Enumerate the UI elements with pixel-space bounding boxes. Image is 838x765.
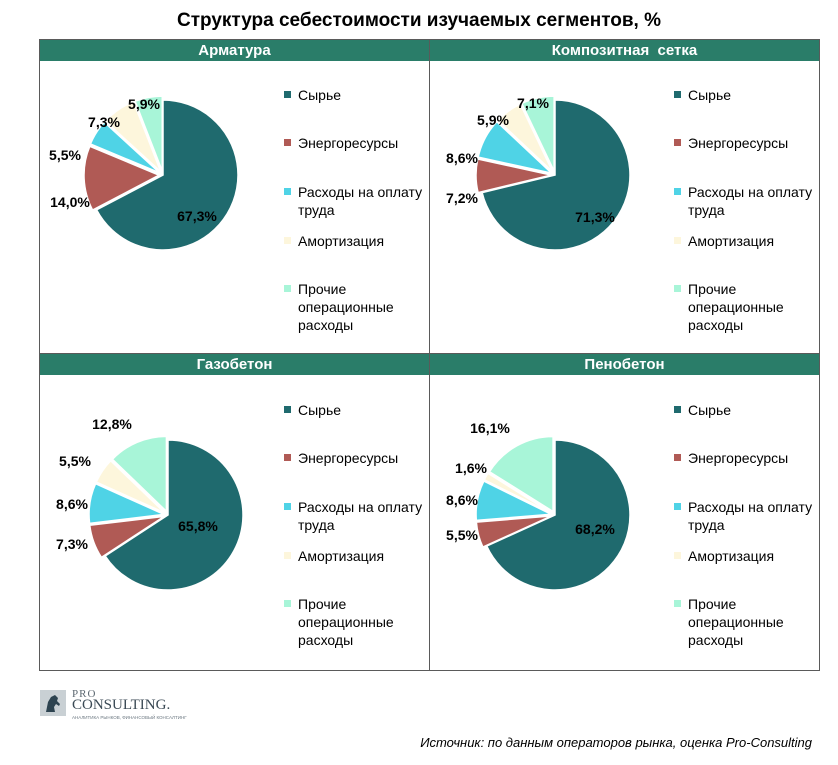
pie-2-slice-1 — [481, 99, 631, 251]
pie-1-slice-5 — [134, 95, 164, 172]
legend-swatch — [284, 91, 291, 98]
logo-tagline: АНАЛИТИКА РЫНКОВ, ФИНАНСОВЫЙ КОНСАЛТИНГ — [72, 715, 187, 720]
pie-2-label-5: 7,1% — [517, 95, 549, 111]
legend-label: Энергоресурсы — [688, 450, 789, 466]
pie-4-label-4: 1,6% — [455, 460, 487, 476]
pie-3 — [88, 435, 244, 591]
pie-4-slice-1 — [485, 439, 631, 591]
legend-swatch — [284, 406, 291, 413]
legend-swatch — [674, 454, 681, 461]
legend-label: Энергоресурсы — [298, 450, 399, 466]
pie-3-label-5: 12,8% — [92, 416, 132, 432]
pie-4-slice-3 — [475, 480, 554, 522]
pie-2-label-3: 8,6% — [446, 150, 478, 166]
source-note: Источник: по данным операторов рынка, оц… — [420, 735, 812, 750]
legend-label: Прочие операционные расходы — [298, 596, 394, 648]
legend-label: Амортизация — [688, 548, 775, 564]
legend-swatch — [284, 600, 291, 607]
grid-divider-horizontal — [39, 353, 820, 354]
legend-label: Энергоресурсы — [298, 135, 399, 151]
pie-2-slice-5 — [520, 95, 555, 172]
pie-4-label-3: 8,6% — [446, 492, 478, 508]
legend-label: Прочие операционные расходы — [688, 596, 784, 648]
legend-label: Расходы на оплату труда — [298, 184, 423, 218]
legend-swatch — [674, 285, 681, 292]
pie-1-label-3: 5,5% — [49, 147, 81, 163]
legend-label: Расходы на оплату труда — [688, 184, 813, 218]
legend-swatch — [284, 503, 291, 510]
legend-swatch — [674, 406, 681, 413]
pie-4-slice-5 — [488, 435, 554, 513]
grid-divider-vertical — [429, 39, 430, 671]
legend-label: Сырье — [688, 402, 732, 418]
horse-logo-icon — [40, 690, 66, 716]
legend-swatch — [284, 552, 291, 559]
chart-title: Структура себестоимости изучаемых сегмен… — [176, 10, 662, 31]
pie-3-label-4: 5,5% — [59, 453, 91, 469]
logo-pro-text: PRO — [72, 688, 97, 700]
pro-consulting-logo: PRO CONSULTING. АНАЛИТИКА РЫНКОВ, ФИНАНС… — [40, 688, 187, 720]
legend-label: Прочие операционные расходы — [688, 281, 784, 333]
pie-1 — [83, 95, 239, 251]
pie-3-slice-5 — [111, 435, 168, 514]
legend-label: Сырье — [298, 402, 342, 418]
legend-swatch — [674, 503, 681, 510]
legend-swatch — [284, 188, 291, 195]
pie-3-label-2: 7,3% — [56, 536, 88, 552]
pie-4-slice-2 — [475, 515, 552, 549]
pie-3-slice-1 — [104, 439, 244, 591]
pie-2 — [475, 95, 631, 251]
legend-label: Прочие операционные расходы — [298, 281, 394, 333]
legend-swatch — [674, 188, 681, 195]
pie-3-label-1: 65,8% — [178, 518, 218, 534]
pie-1-label-4: 7,3% — [88, 114, 120, 130]
legend-label: Расходы на оплату труда — [688, 499, 813, 533]
panel-header-4: Пенобетон — [430, 354, 819, 375]
legend-label: Сырье — [688, 87, 732, 103]
legend-swatch — [674, 552, 681, 559]
pie-2-slice-4 — [496, 103, 554, 173]
pie-2-slice-3 — [477, 120, 554, 175]
panel-header-2: Композитная сетка — [430, 40, 819, 61]
pie-4-label-1: 68,2% — [575, 521, 615, 537]
legend-swatch — [674, 91, 681, 98]
legend-swatch — [674, 237, 681, 244]
pie-2-label-2: 7,2% — [446, 190, 478, 206]
legend-label: Амортизация — [298, 233, 385, 249]
pie-1-label-2: 14,0% — [50, 194, 90, 210]
pie-3-slice-4 — [95, 459, 166, 514]
legend-swatch — [284, 139, 291, 146]
legend-label: Амортизация — [688, 233, 775, 249]
legend-swatch — [284, 237, 291, 244]
pie-1-label-1: 67,3% — [177, 208, 217, 224]
pie-1-slice-4 — [104, 100, 162, 173]
pie-1-slice-1 — [95, 99, 239, 251]
pie-1-slice-2 — [83, 145, 161, 212]
legend-swatch — [674, 139, 681, 146]
pie-3-label-3: 8,6% — [56, 496, 88, 512]
pie-3-slice-2 — [88, 515, 165, 559]
pie-2-label-4: 5,9% — [477, 112, 509, 128]
legend-swatch — [284, 285, 291, 292]
logo-consulting-text: CONSULTING. — [72, 697, 171, 713]
pie-2-label-1: 71,3% — [575, 209, 615, 225]
panel-header-1: Арматура — [40, 40, 429, 61]
pie-3-slice-3 — [88, 482, 167, 525]
panel-header-3: Газобетон — [40, 354, 429, 375]
legend-swatch — [674, 600, 681, 607]
pie-4 — [475, 435, 631, 591]
pie-2-slice-2 — [475, 158, 552, 194]
pie-1-slice-3 — [89, 121, 161, 174]
pie-4-label-5: 16,1% — [470, 420, 510, 436]
legend-label: Расходы на оплату труда — [298, 499, 423, 533]
legend-swatch — [284, 454, 291, 461]
legend-label: Сырье — [298, 87, 342, 103]
pie-4-slice-4 — [483, 472, 552, 514]
legend-label: Энергоресурсы — [688, 135, 789, 151]
pie-1-label-5: 5,9% — [128, 96, 160, 112]
pie-4-label-2: 5,5% — [446, 527, 478, 543]
legend-label: Амортизация — [298, 548, 385, 564]
